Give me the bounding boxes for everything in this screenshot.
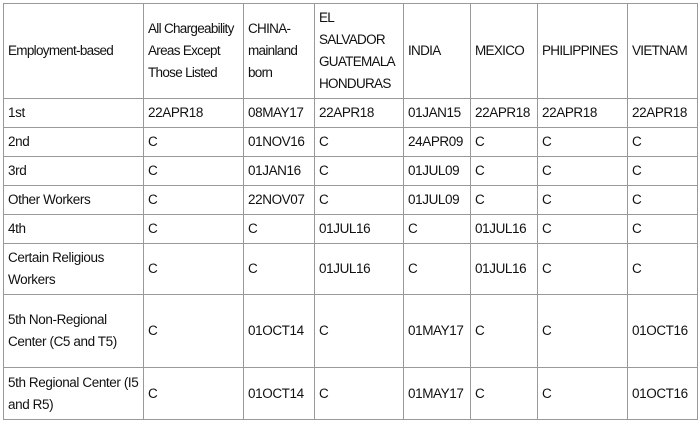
date-cell: C <box>627 156 698 186</box>
date-cell: 01MAY17 <box>403 367 471 420</box>
date-cell: C <box>243 214 315 244</box>
date-cell: C <box>470 367 538 420</box>
date-cell: C <box>537 214 628 244</box>
table-row: 3rd C 01JAN16 C 01JUL09 C C C <box>3 156 698 186</box>
header-cell: CHINA-mainland born <box>243 3 315 99</box>
date-cell: C <box>537 367 628 420</box>
date-cell: C <box>143 367 244 420</box>
row-label: 5th Non-Regional Center (C5 and T5) <box>3 294 144 368</box>
date-cell: C <box>537 185 628 215</box>
date-cell: C <box>143 243 244 295</box>
date-cell: 01JAN16 <box>243 156 315 186</box>
date-cell: C <box>143 214 244 244</box>
date-cell: C <box>143 294 244 368</box>
date-cell: 24APR09 <box>403 127 471 157</box>
date-cell: 22APR18 <box>470 98 538 128</box>
date-cell: 01JUL16 <box>470 243 538 295</box>
table-row: 1st 22APR18 08MAY17 22APR18 01JAN15 22APR18 22… <box>3 98 698 128</box>
date-cell: C <box>470 185 538 215</box>
table-row: 5th Non-Regional Center (C5 and T5) C 01OC… <box>3 294 698 368</box>
date-cell: C <box>627 127 698 157</box>
row-label: Certain Religious Workers <box>3 243 144 295</box>
date-cell: C <box>470 127 538 157</box>
date-cell: 01JUL16 <box>314 214 404 244</box>
date-cell: C <box>314 294 404 368</box>
date-cell: 01JUL09 <box>403 185 471 215</box>
date-cell: 01JUL16 <box>314 243 404 295</box>
header-cell: VIETNAM <box>627 3 698 99</box>
date-cell: C <box>314 367 404 420</box>
table-row: 2nd C 01NOV16 C 24APR09 C C C <box>3 127 698 157</box>
date-cell: C <box>314 185 404 215</box>
date-cell: 22APR18 <box>314 98 404 128</box>
header-cell: Employment-based <box>3 3 144 99</box>
header-cell: MEXICO <box>470 3 538 99</box>
date-cell: 01OCT16 <box>627 367 698 420</box>
date-cell: C <box>243 243 315 295</box>
header-row: Employment-based All Chargeability Areas … <box>3 3 698 99</box>
date-cell: C <box>537 127 628 157</box>
date-cell: 01OCT14 <box>243 367 315 420</box>
table-row: Certain Religious Workers C C 01JUL16 C 01JUL… <box>3 243 698 295</box>
date-cell: C <box>143 156 244 186</box>
date-cell: C <box>470 156 538 186</box>
header-cell: INDIA <box>403 3 471 99</box>
table-row: 4th C C 01JUL16 C 01JUL16 C C <box>3 214 698 244</box>
date-cell: C <box>143 127 244 157</box>
date-cell: 22NOV07 <box>243 185 315 215</box>
date-cell: C <box>537 156 628 186</box>
date-cell: C <box>314 156 404 186</box>
date-cell: C <box>403 214 471 244</box>
date-cell: C <box>627 214 698 244</box>
row-label: Other Workers <box>3 185 144 215</box>
date-cell: 01MAY17 <box>403 294 471 368</box>
date-cell: 01JAN15 <box>403 98 471 128</box>
row-label: 1st <box>3 98 144 128</box>
date-cell: 22APR18 <box>143 98 244 128</box>
date-cell: 01JUL16 <box>470 214 538 244</box>
date-cell: C <box>143 185 244 215</box>
row-label: 2nd <box>3 127 144 157</box>
date-cell: 01NOV16 <box>243 127 315 157</box>
date-cell: C <box>537 243 628 295</box>
date-cell: 08MAY17 <box>243 98 315 128</box>
table-row: 5th Regional Center (I5 and R5) C 01OCT14 C… <box>3 367 698 420</box>
header-cell: All Chargeability Areas Except Those Lis… <box>143 3 244 99</box>
row-label: 3rd <box>3 156 144 186</box>
date-cell: 22APR18 <box>627 98 698 128</box>
date-cell: C <box>470 294 538 368</box>
date-cell: C <box>627 243 698 295</box>
header-cell: PHILIPPINES <box>537 3 628 99</box>
table-header: Employment-based All Chargeability Areas … <box>3 3 698 99</box>
row-label: 4th <box>3 214 144 244</box>
table-row: Other Workers C 22NOV07 C 01JUL09 C C C <box>3 185 698 215</box>
date-cell: C <box>314 127 404 157</box>
bulletin-table: Employment-based All Chargeability Areas … <box>3 3 698 420</box>
date-cell: 01OCT16 <box>627 294 698 368</box>
table-body: 1st 22APR18 08MAY17 22APR18 01JAN15 22APR18 22… <box>3 98 698 420</box>
row-label: 5th Regional Center (I5 and R5) <box>3 367 144 420</box>
date-cell: C <box>627 185 698 215</box>
date-cell: C <box>537 294 628 368</box>
header-cell: EL SALVADOR GUATEMALA HONDURAS <box>314 3 404 99</box>
date-cell: C <box>403 243 471 295</box>
date-cell: 22APR18 <box>537 98 628 128</box>
date-cell: 01OCT14 <box>243 294 315 368</box>
date-cell: 01JUL09 <box>403 156 471 186</box>
